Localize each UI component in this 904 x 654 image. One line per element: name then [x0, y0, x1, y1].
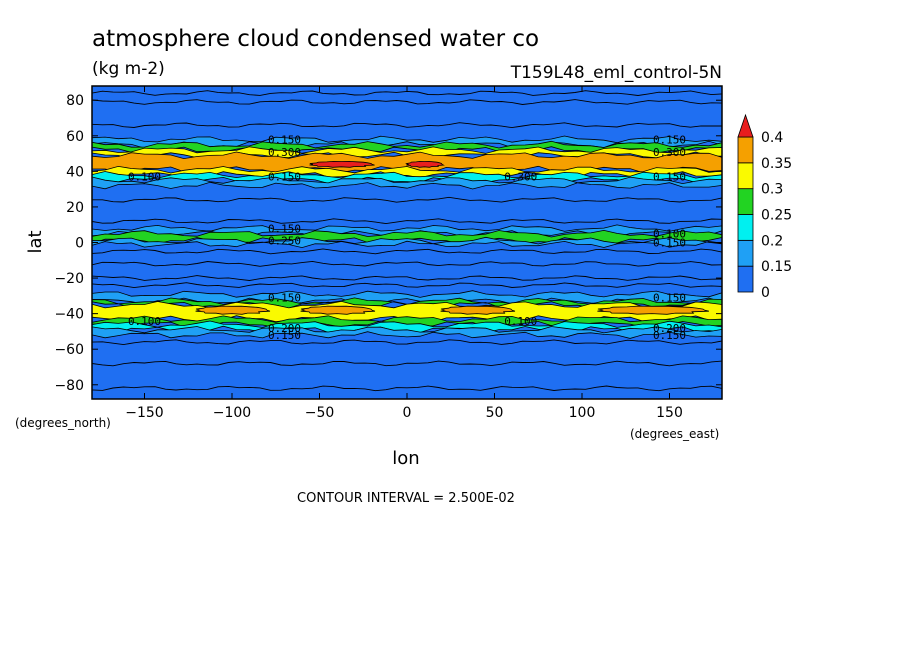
x-units-label: (degrees_east)	[630, 427, 719, 441]
field-patch	[195, 305, 271, 315]
contour-label: 0.150	[268, 292, 301, 305]
contour-label: 0.100	[128, 315, 161, 328]
contour-line	[92, 196, 722, 203]
field-band	[92, 176, 722, 190]
y-tick-label: −40	[54, 307, 84, 323]
contour-line	[92, 339, 722, 346]
contour-line	[92, 218, 722, 225]
x-tick-label: −50	[305, 405, 335, 421]
colorbar-tick-label: 0.15	[761, 259, 792, 275]
field-max-patch	[405, 160, 445, 168]
colorbar-extend-arrow	[737, 113, 754, 138]
colorbar-tick-label: 0	[761, 285, 770, 301]
contour-label: 0.150	[653, 237, 686, 250]
colorbar-tick-label: 0.4	[761, 130, 783, 146]
run-name: T159L48_eml_control-5N	[510, 63, 722, 83]
x-tick-label: −150	[125, 405, 163, 421]
x-axis-label: lon	[392, 448, 419, 469]
contour-label: 0.150	[268, 329, 301, 342]
colorbar-tick-label: 0.2	[761, 233, 783, 249]
field-band	[92, 326, 722, 339]
field-patch	[440, 305, 516, 315]
colorbar-segment	[737, 136, 754, 164]
chart-title: atmosphere cloud condensed water co	[92, 26, 539, 52]
colorbar: 0 0.15 0.2 0.25 0.3 0.35 0.4	[737, 113, 792, 301]
contour-label: 0.150	[653, 329, 686, 342]
colorbar-tick-label: 0.25	[761, 208, 792, 224]
contour-label: 0.200	[653, 322, 686, 335]
field-patch	[300, 305, 376, 315]
colorbar-segment	[737, 162, 754, 190]
y-tick-label: −20	[54, 271, 84, 287]
contour-interval-note: CONTOUR INTERVAL = 2.500E-02	[297, 491, 515, 506]
x-tick-label: 50	[486, 405, 504, 421]
colorbar-segment	[737, 214, 754, 241]
x-tick-label: −100	[213, 405, 251, 421]
contour-label: 0.300	[268, 146, 301, 159]
contour-line	[92, 385, 722, 392]
colorbar-segment	[737, 239, 754, 267]
x-tick-label: 150	[656, 405, 683, 421]
colorbar-segment	[737, 188, 754, 215]
contour-label: 0.100	[128, 171, 161, 184]
contour-label: 0.150	[653, 133, 686, 146]
contour-label: 0.300	[653, 146, 686, 159]
contour-label: 0.300	[504, 171, 537, 184]
contour-line	[92, 248, 722, 255]
field-patch	[597, 305, 709, 315]
colorbar-tick-label: 0.3	[761, 182, 783, 198]
field-band	[92, 236, 722, 249]
contour-label: 0.150	[653, 171, 686, 184]
y-axis: 80 60 40 20 0 −20 −40 −60 −80	[54, 93, 722, 394]
x-tick-label: 100	[569, 405, 596, 421]
colorbar-tick-label: 0.35	[761, 156, 792, 172]
contour-label: 0.200	[268, 322, 301, 335]
colorbar-segment	[737, 265, 754, 293]
y-tick-label: −60	[54, 342, 84, 358]
x-tick-label: 0	[403, 405, 412, 421]
contour-line	[92, 282, 722, 289]
contour-line	[92, 260, 722, 267]
contour-label: 0.250	[268, 235, 301, 248]
field-band	[92, 297, 722, 309]
y-tick-label: 60	[66, 129, 84, 145]
y-tick-label: 40	[66, 164, 84, 180]
contour-label: 0.150	[653, 292, 686, 305]
chart-units: (kg m-2)	[92, 59, 165, 79]
y-units-label: (degrees_north)	[15, 416, 111, 430]
contour-label: 0.150	[268, 133, 301, 146]
contour-line	[92, 122, 722, 129]
field-max-patch	[309, 160, 375, 168]
contour-label: 0.100	[504, 315, 537, 328]
contour-line	[92, 275, 722, 281]
y-tick-label: 0	[75, 236, 84, 252]
contour-line	[92, 99, 722, 105]
contour-line	[92, 360, 722, 367]
y-axis-label: lat	[25, 230, 46, 253]
contour-label: 0.150	[268, 171, 301, 184]
contour-label: 0.100	[653, 228, 686, 241]
y-tick-label: −80	[54, 378, 84, 394]
contour-label: 0.150	[268, 222, 301, 235]
y-tick-label: 20	[66, 200, 84, 216]
x-axis: −150 −100 −50 0 50 100 150	[125, 86, 683, 421]
y-tick-label: 80	[66, 93, 84, 109]
